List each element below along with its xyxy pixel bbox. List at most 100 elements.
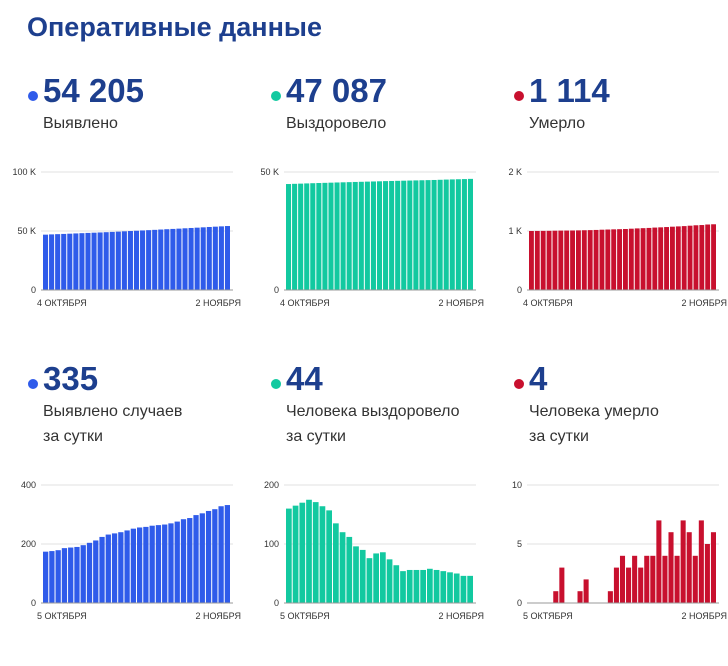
bar bbox=[383, 181, 389, 290]
bar bbox=[97, 232, 103, 290]
bar bbox=[143, 526, 149, 603]
bar bbox=[443, 179, 449, 290]
bar bbox=[292, 505, 299, 603]
x-tick-label-end: 2 НОЯБРЯ bbox=[438, 298, 484, 308]
bar-chart-svg: 0 100 200 5 ОКТЯБРЯ 2 НОЯБРЯ bbox=[264, 480, 484, 621]
bar bbox=[130, 528, 136, 603]
x-tick-label-end: 2 НОЯБРЯ bbox=[681, 298, 727, 308]
bar bbox=[605, 229, 611, 290]
bar bbox=[146, 230, 152, 290]
bar bbox=[366, 558, 373, 603]
x-tick-label-start: 4 ОКТЯБРЯ bbox=[280, 298, 330, 308]
dot-icon bbox=[28, 91, 38, 101]
stat-label-line2: за сутки bbox=[529, 428, 589, 445]
bar bbox=[80, 545, 86, 603]
bar bbox=[710, 532, 716, 603]
bar bbox=[286, 184, 292, 290]
bar bbox=[194, 227, 200, 290]
bar-chart-svg: 0 200 400 5 ОКТЯБРЯ 2 НОЯБРЯ bbox=[21, 480, 241, 621]
bar bbox=[449, 179, 455, 290]
bar bbox=[298, 183, 304, 290]
y-tick-label: 50 K bbox=[260, 167, 279, 177]
bar bbox=[564, 230, 570, 290]
y-tick-label: 400 bbox=[21, 480, 36, 490]
bar bbox=[419, 180, 425, 290]
bar bbox=[393, 565, 400, 603]
bar bbox=[431, 179, 437, 290]
bar bbox=[162, 524, 168, 603]
y-tick-label: 10 bbox=[512, 480, 522, 490]
bar bbox=[322, 182, 328, 290]
bar bbox=[395, 180, 401, 290]
bar bbox=[55, 550, 61, 603]
bar bbox=[67, 233, 73, 290]
bar bbox=[152, 229, 158, 290]
bar bbox=[74, 546, 80, 603]
bar bbox=[200, 227, 206, 290]
x-tick-label-start: 5 ОКТЯБРЯ bbox=[280, 611, 330, 621]
bar bbox=[693, 225, 699, 290]
stat-value: 4 bbox=[529, 360, 548, 397]
bar bbox=[407, 180, 413, 290]
bar bbox=[218, 226, 224, 290]
bar bbox=[79, 233, 85, 290]
bar bbox=[425, 180, 431, 290]
bar bbox=[599, 229, 605, 290]
dot-icon bbox=[514, 379, 524, 389]
bar-chart-svg: 0 1 K 2 K 4 ОКТЯБРЯ 2 НОЯБРЯ bbox=[508, 167, 727, 308]
bar bbox=[168, 523, 174, 603]
bar bbox=[105, 534, 111, 603]
bar bbox=[460, 575, 467, 603]
bar bbox=[127, 231, 133, 290]
bar bbox=[304, 183, 310, 290]
bar bbox=[155, 525, 162, 603]
x-tick-label-start: 5 ОКТЯБРЯ bbox=[523, 611, 573, 621]
bar bbox=[427, 568, 433, 603]
bar bbox=[675, 226, 681, 290]
bar bbox=[658, 227, 664, 290]
bar bbox=[705, 224, 711, 290]
bar bbox=[711, 224, 716, 290]
bar bbox=[61, 233, 67, 290]
x-tick-label-start: 4 ОКТЯБРЯ bbox=[523, 298, 573, 308]
bar bbox=[205, 510, 212, 603]
bar bbox=[328, 182, 334, 290]
bar bbox=[529, 231, 534, 290]
y-tick-label: 200 bbox=[264, 480, 279, 490]
bar bbox=[437, 179, 443, 290]
bar bbox=[91, 232, 97, 290]
bar bbox=[49, 234, 55, 290]
bar bbox=[224, 226, 230, 290]
bar bbox=[340, 182, 346, 290]
y-tick-label: 50 K bbox=[17, 226, 36, 236]
bar bbox=[121, 231, 127, 290]
bar bbox=[650, 555, 656, 603]
bar bbox=[73, 233, 79, 290]
bar bbox=[406, 569, 413, 603]
stat-label-line2: за сутки bbox=[286, 428, 346, 445]
stat-label-line1: Выздоровело bbox=[286, 115, 387, 132]
x-tick-label-end: 2 НОЯБРЯ bbox=[681, 611, 727, 621]
bar bbox=[668, 532, 674, 603]
stat-label-line1: Человека умерло bbox=[529, 403, 659, 420]
bar bbox=[433, 569, 440, 603]
bar bbox=[212, 509, 218, 603]
bar bbox=[380, 552, 386, 603]
bar bbox=[61, 548, 68, 603]
bar bbox=[389, 180, 395, 290]
bar bbox=[193, 515, 199, 603]
bar bbox=[447, 572, 453, 603]
bar bbox=[170, 228, 176, 290]
bar bbox=[692, 555, 698, 603]
tile-recovered: 47 087 Выздоровело 0 50 K 4 ОКТЯБРЯ 2 НОЯБР… bbox=[260, 72, 501, 378]
bar bbox=[619, 555, 626, 603]
bar bbox=[587, 230, 593, 290]
bar bbox=[680, 520, 686, 603]
y-tick-label: 200 bbox=[21, 539, 36, 549]
bar bbox=[704, 544, 710, 603]
bar bbox=[413, 569, 420, 603]
y-tick-label: 100 K bbox=[12, 167, 36, 177]
bar bbox=[55, 234, 61, 290]
chart: 0 50 K 100 K 4 ОКТЯБРЯ 2 НОЯБРЯ bbox=[12, 164, 243, 319]
bar bbox=[43, 551, 49, 603]
